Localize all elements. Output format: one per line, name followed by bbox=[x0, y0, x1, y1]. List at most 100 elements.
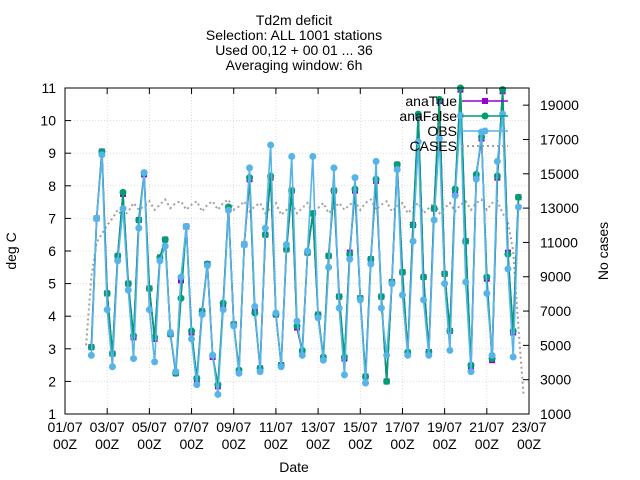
y2-tick-label: 9000 bbox=[540, 269, 571, 285]
y-tick-label: 3 bbox=[48, 341, 56, 357]
x-tick-label-date: 07/07 bbox=[174, 419, 209, 435]
series-point-OBS bbox=[93, 214, 101, 222]
x-tick-label-date: 01/07 bbox=[47, 419, 82, 435]
y2-tick-label: 3000 bbox=[540, 372, 571, 388]
series-point-OBS bbox=[420, 296, 428, 304]
y-tick-label: 6 bbox=[48, 243, 56, 259]
series-point-OBS bbox=[325, 263, 333, 271]
series-point-OBS bbox=[414, 138, 422, 146]
y-axis-label: deg C bbox=[3, 232, 19, 269]
series-point-OBS bbox=[240, 240, 248, 248]
series-point-OBS bbox=[256, 368, 264, 376]
series-point-OBS bbox=[372, 157, 380, 165]
series-point-OBS bbox=[430, 216, 438, 224]
x-axis: 01/0700Z03/0700Z05/0700Z07/0700Z09/0700Z… bbox=[47, 88, 547, 452]
title-line: Td2m deficit bbox=[256, 12, 332, 28]
series-point-OBS bbox=[235, 369, 243, 377]
series-point-OBS bbox=[119, 205, 127, 213]
series-point-OBS bbox=[351, 174, 359, 182]
x-tick-label-date: 11/07 bbox=[259, 419, 293, 435]
series-point-OBS bbox=[404, 351, 412, 359]
series-point-OBS bbox=[483, 289, 491, 297]
series-point-OBS bbox=[298, 351, 306, 359]
series-point-OBS bbox=[362, 379, 370, 387]
series-point-OBS bbox=[493, 157, 501, 165]
series-point-OBS bbox=[383, 351, 391, 359]
series-point-anaFalse bbox=[414, 110, 422, 118]
y-tick-label: 1 bbox=[48, 406, 56, 422]
series-line-OBS bbox=[90, 113, 520, 395]
x-tick-label-date: 21/07 bbox=[469, 419, 504, 435]
series-point-OBS bbox=[151, 358, 159, 366]
x-tick-label-date: 17/07 bbox=[385, 419, 420, 435]
x-tick-label-hour: 00Z bbox=[390, 436, 415, 452]
y-tick-label: 5 bbox=[48, 276, 56, 292]
series-point-OBS bbox=[230, 322, 238, 330]
series-point-anaFalse bbox=[398, 268, 406, 276]
series-point-OBS bbox=[188, 335, 196, 343]
x-tick-label-hour: 00Z bbox=[433, 436, 458, 452]
x-tick-label-hour: 00Z bbox=[348, 436, 373, 452]
y-tick-label: 10 bbox=[40, 113, 56, 129]
series-point-anaFalse bbox=[462, 237, 470, 245]
series-point-OBS bbox=[446, 346, 454, 354]
x-tick-label-date: 03/07 bbox=[90, 419, 125, 435]
series-point-OBS bbox=[441, 280, 449, 288]
series-point-OBS bbox=[172, 368, 180, 376]
series-point-OBS bbox=[309, 152, 317, 160]
x-axis-label: Date bbox=[279, 459, 309, 475]
series-point-OBS bbox=[509, 353, 517, 361]
series-point-OBS bbox=[367, 260, 375, 268]
series-point-OBS bbox=[346, 255, 354, 263]
series-point-anaFalse bbox=[514, 193, 522, 201]
series-point-OBS bbox=[304, 247, 312, 255]
series-point-OBS bbox=[409, 237, 417, 245]
series-point-OBS bbox=[267, 141, 275, 149]
y-tick-label: 2 bbox=[48, 373, 56, 389]
series-point-OBS bbox=[182, 223, 190, 231]
series-point-anaFalse bbox=[177, 294, 185, 302]
series-point-OBS bbox=[288, 152, 296, 160]
series-point-OBS bbox=[156, 257, 164, 265]
y-tick-label: 9 bbox=[48, 145, 56, 161]
series-point-OBS bbox=[388, 280, 396, 288]
series-point-anaFalse bbox=[435, 95, 443, 103]
x-tick-label-date: 09/07 bbox=[216, 419, 251, 435]
series-point-OBS bbox=[314, 314, 322, 322]
x-tick-label-hour: 00Z bbox=[179, 436, 204, 452]
series-point-OBS bbox=[319, 356, 327, 364]
series-point-OBS bbox=[514, 203, 522, 211]
series-point-OBS bbox=[124, 286, 132, 294]
series-point-OBS bbox=[108, 363, 116, 371]
series-point-OBS bbox=[261, 224, 269, 232]
series-point-anaFalse bbox=[145, 284, 153, 292]
series-point-OBS bbox=[193, 381, 201, 389]
series-point-OBS bbox=[435, 135, 443, 143]
y2-tick-label: 17000 bbox=[540, 131, 579, 147]
series-point-OBS bbox=[340, 371, 348, 379]
series-point-OBS bbox=[472, 175, 480, 183]
series-point-OBS bbox=[451, 192, 459, 200]
x-tick-label-date: 23/07 bbox=[511, 419, 546, 435]
series-point-OBS bbox=[219, 306, 227, 314]
series-point-OBS bbox=[335, 304, 343, 312]
series-point-OBS bbox=[456, 112, 464, 120]
series-point-OBS bbox=[177, 273, 185, 281]
series-point-OBS bbox=[140, 169, 148, 177]
x-tick-label-date: 13/07 bbox=[301, 419, 336, 435]
y-tick-label: 7 bbox=[48, 210, 56, 226]
x-tick-label-hour: 00Z bbox=[222, 436, 247, 452]
y2-axis-label: No cases bbox=[595, 222, 611, 280]
series-point-OBS bbox=[467, 368, 475, 376]
y2-tick-label: 15000 bbox=[540, 166, 579, 182]
legend-label: anaTrue bbox=[405, 93, 457, 109]
y-tick-label: 11 bbox=[41, 80, 56, 96]
legend-label: OBS bbox=[427, 123, 457, 139]
x-tick-label-hour: 00Z bbox=[306, 436, 331, 452]
series-point-OBS bbox=[293, 317, 301, 325]
series-point-OBS bbox=[377, 304, 385, 312]
series-point-anaFalse bbox=[499, 86, 507, 94]
series-point-OBS bbox=[224, 206, 232, 214]
series-point-OBS bbox=[282, 240, 290, 248]
